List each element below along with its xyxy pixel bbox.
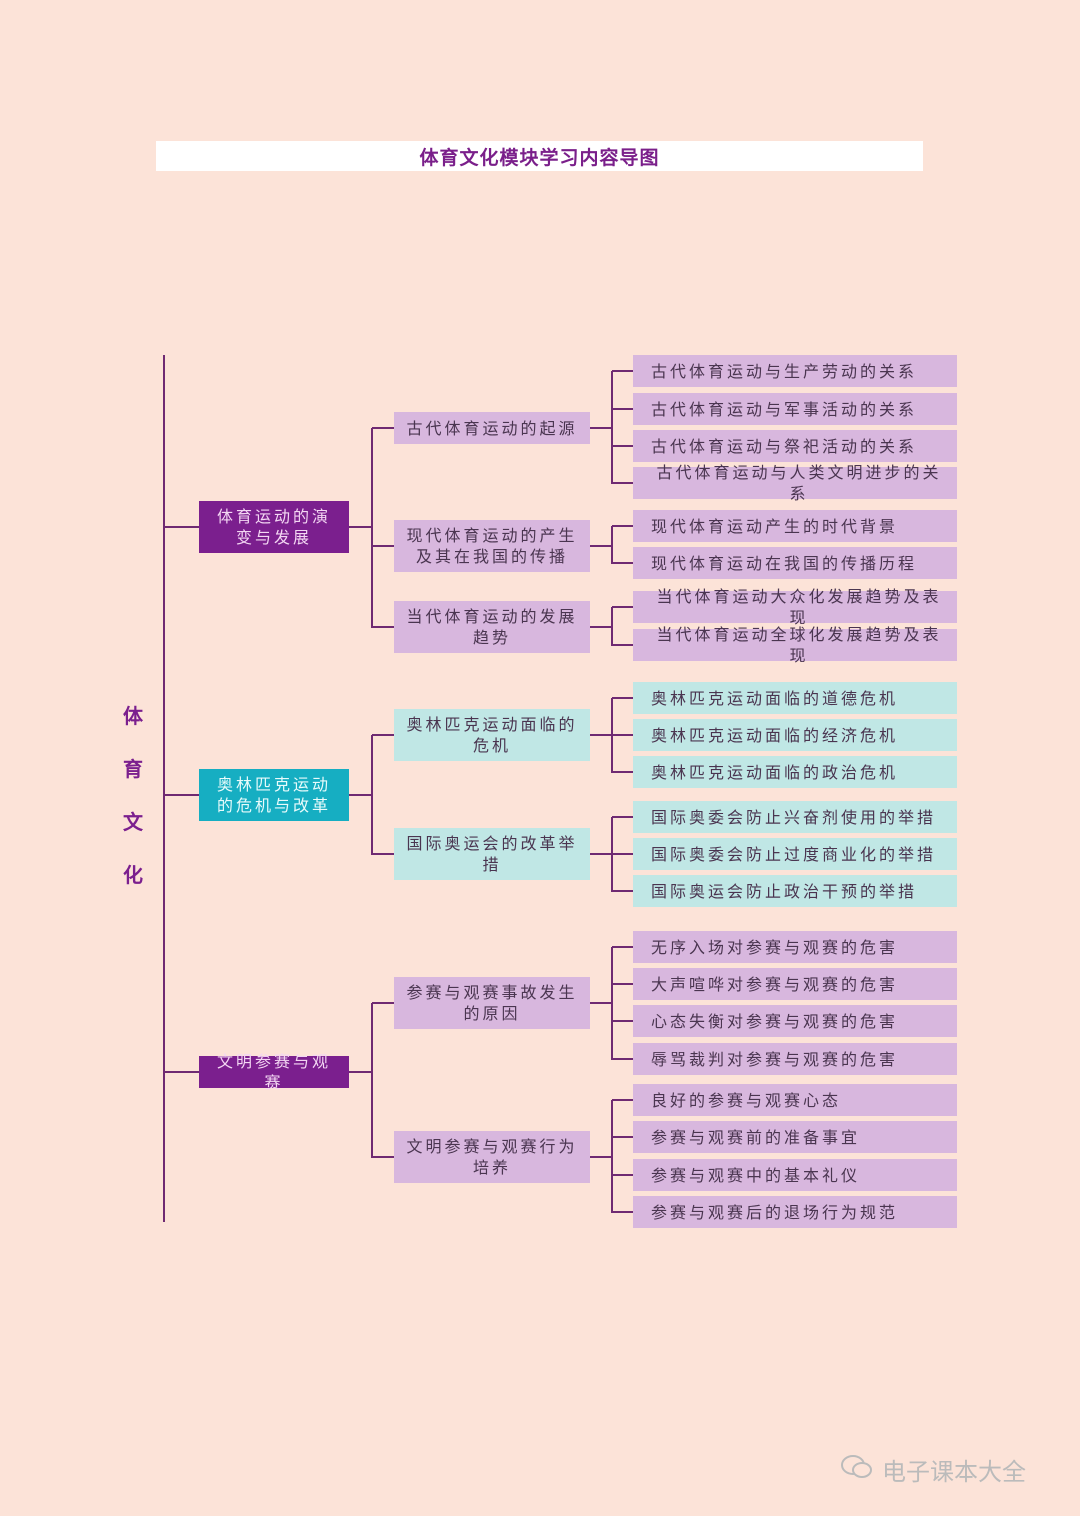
connector-line [612, 1058, 633, 1060]
leaf-node: 国际奥委会防止过度商业化的举措 [633, 838, 957, 870]
connector-line [372, 734, 394, 736]
branch-node: 奥林匹克运动的危机与改革 [199, 769, 349, 821]
connector-line [612, 890, 633, 892]
connector-line [612, 1211, 633, 1213]
connector-line [349, 794, 372, 796]
root-label-char: 体 [123, 704, 143, 728]
leaf-node: 良好的参赛与观赛心态 [633, 1084, 957, 1116]
connector-line [372, 427, 394, 429]
leaf-node: 参赛与观赛前的准备事宜 [633, 1121, 957, 1153]
connector-line [612, 853, 633, 855]
leaf-node: 奥林匹克运动面临的经济危机 [633, 719, 957, 751]
connector-line [612, 771, 633, 773]
page-title: 体育文化模块学习内容导图 [156, 141, 923, 171]
wechat-icon [840, 1453, 874, 1487]
root-label-char: 育 [123, 757, 143, 781]
root-label-char: 化 [123, 863, 143, 887]
subtopic-node: 当代体育运动的发展趋势 [394, 601, 590, 653]
connector-line [612, 562, 633, 564]
connector-line [612, 734, 633, 736]
branch-node: 体育运动的演变与发展 [199, 501, 349, 553]
connector-line [612, 644, 633, 646]
connector-line [163, 355, 165, 1222]
connector-line [612, 697, 633, 699]
leaf-node: 现代体育运动在我国的传播历程 [633, 547, 957, 579]
connector-line [590, 853, 612, 855]
leaf-node: 古代体育运动与生产劳动的关系 [633, 355, 957, 387]
branch-node: 文明参赛与观赛 [199, 1052, 349, 1092]
connector-line [164, 526, 199, 528]
leaf-node: 参赛与观赛中的基本礼仪 [633, 1159, 957, 1191]
connector-line [612, 983, 633, 985]
connector-line [372, 545, 394, 547]
leaf-node: 辱骂裁判对参赛与观赛的危害 [633, 1043, 957, 1075]
leaf-node: 古代体育运动与人类文明进步的关系 [633, 463, 957, 503]
leaf-node: 古代体育运动与祭祀活动的关系 [633, 430, 957, 462]
leaf-node: 奥林匹克运动面临的政治危机 [633, 756, 957, 788]
subtopic-node: 现代体育运动的产生及其在我国的传播 [394, 520, 590, 572]
connector-line [612, 408, 633, 410]
connector-line [372, 853, 394, 855]
connector-line [612, 1020, 633, 1022]
connector-line [612, 816, 633, 818]
subtopic-node: 参赛与观赛事故发生的原因 [394, 977, 590, 1029]
connector-line [612, 482, 633, 484]
subtopic-node: 国际奥运会的改革举措 [394, 828, 590, 880]
connector-line [612, 606, 633, 608]
leaf-node: 奥林匹克运动面临的道德危机 [633, 682, 957, 714]
subtopic-node: 文明参赛与观赛行为培养 [394, 1131, 590, 1183]
connector-line [349, 1071, 372, 1073]
connector-line [611, 1100, 613, 1213]
connector-line [590, 626, 612, 628]
leaf-node: 参赛与观赛后的退场行为规范 [633, 1196, 957, 1228]
connector-line [612, 370, 633, 372]
leaf-node: 古代体育运动与军事活动的关系 [633, 393, 957, 425]
leaf-node: 心态失衡对参赛与观赛的危害 [633, 1005, 957, 1037]
connector-line [372, 1002, 394, 1004]
connector-line [371, 1003, 373, 1158]
connector-line [611, 607, 613, 646]
connector-line [590, 734, 612, 736]
connector-line [349, 526, 372, 528]
leaf-node: 当代体育运动全球化发展趋势及表现 [633, 625, 957, 665]
leaf-node: 现代体育运动产生的时代背景 [633, 510, 957, 542]
connector-line [612, 445, 633, 447]
root-label-char: 文 [123, 810, 143, 834]
leaf-node: 当代体育运动大众化发展趋势及表现 [633, 587, 957, 627]
connector-line [590, 545, 612, 547]
leaf-node: 国际奥委会防止兴奋剂使用的举措 [633, 801, 957, 833]
leaf-node: 国际奥运会防止政治干预的举措 [633, 875, 957, 907]
leaf-node: 大声喧哗对参赛与观赛的危害 [633, 968, 957, 1000]
connector-line [590, 1002, 612, 1004]
connector-line [612, 525, 633, 527]
subtopic-node: 奥林匹克运动面临的危机 [394, 709, 590, 761]
connector-line [372, 626, 394, 628]
subtopic-node: 古代体育运动的起源 [394, 412, 590, 444]
connector-line [164, 1071, 199, 1073]
connector-line [164, 794, 199, 796]
connector-line [612, 946, 633, 948]
connector-line [590, 1156, 612, 1158]
watermark-text: 电子课本大全 [882, 1458, 1026, 1486]
leaf-node: 无序入场对参赛与观赛的危害 [633, 931, 957, 963]
connector-line [371, 428, 373, 628]
watermark: 电子课本大全 [840, 1452, 1026, 1487]
connector-line [611, 371, 613, 484]
connector-line [612, 1099, 633, 1101]
connector-line [611, 947, 613, 1060]
connector-line [612, 1136, 633, 1138]
connector-line [372, 1156, 394, 1158]
connector-line [371, 735, 373, 855]
connector-line [590, 427, 612, 429]
connector-line [612, 1174, 633, 1176]
connector-line [611, 526, 613, 564]
